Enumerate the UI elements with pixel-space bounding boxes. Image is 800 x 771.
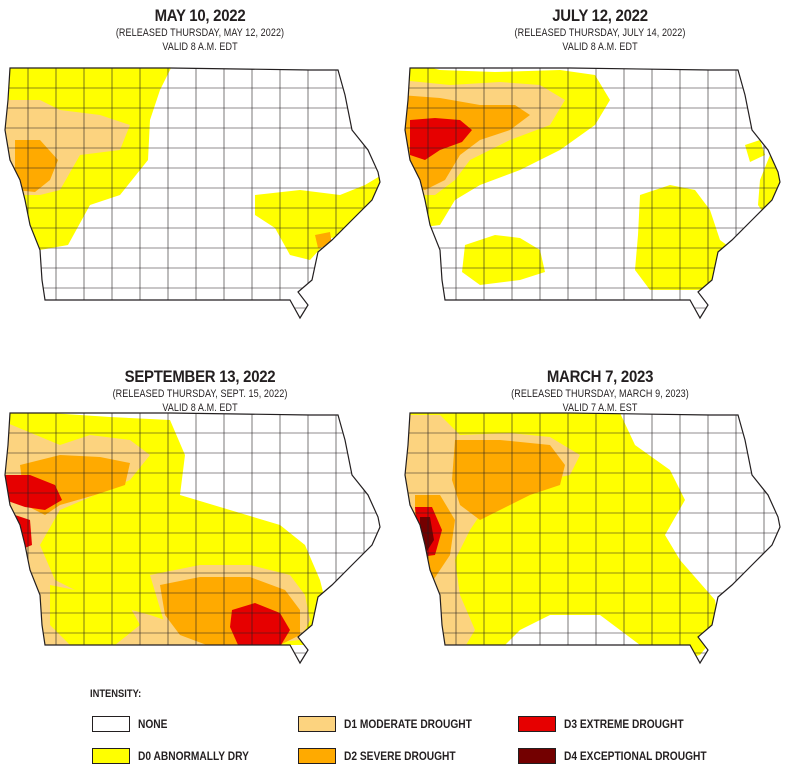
d2-area	[452, 440, 565, 520]
d0-area	[462, 235, 545, 285]
legend-title: INTENSITY:	[90, 688, 142, 700]
iowa-drought-map	[404, 412, 781, 665]
panel-title: MAY 10, 2022	[154, 6, 246, 25]
legend-label: D0 ABNORMALLY DRY	[138, 749, 249, 763]
d3-area	[230, 603, 290, 657]
panel-released: (RELEASED THURSDAY, MAY 12, 2022)	[115, 27, 285, 39]
legend-swatch	[298, 716, 336, 732]
legend-swatch	[298, 748, 336, 764]
legend-label: D4 EXCEPTIONAL DROUGHT	[564, 749, 707, 763]
legend-label: D1 MODERATE DROUGHT	[344, 717, 472, 731]
panel-valid: VALID 8 A.M. EDT	[162, 41, 238, 53]
legend-label: D3 EXTREME DROUGHT	[564, 717, 684, 731]
panel-released: (RELEASED THURSDAY, SEPT. 15, 2022)	[112, 388, 288, 400]
legend-label: D2 SEVERE DROUGHT	[344, 749, 456, 763]
legend-label: NONE	[138, 717, 168, 731]
map-panel-may-2022: MAY 10, 2022 (RELEASED THURSDAY, MAY 12,…	[0, 0, 400, 345]
panel-title: SEPTEMBER 13, 2022	[124, 367, 276, 386]
county-lines	[405, 413, 780, 663]
d0-area	[50, 585, 140, 645]
panel-valid: VALID 7 A.M. EST	[562, 402, 638, 414]
legend-swatch	[92, 748, 130, 764]
panel-header: MARCH 7, 2023 (RELEASED THURSDAY, MARCH …	[400, 367, 800, 415]
d3-area	[5, 475, 62, 510]
panel-header: JULY 12, 2022 (RELEASED THURSDAY, JULY 1…	[400, 6, 800, 54]
iowa-drought-map	[404, 67, 781, 320]
d1-area	[715, 282, 728, 290]
panel-header: MAY 10, 2022 (RELEASED THURSDAY, MAY 12,…	[0, 6, 400, 54]
d2-area	[15, 140, 58, 192]
d0-area	[255, 170, 380, 260]
map-panel-sept-2022: SEPTEMBER 13, 2022 (RELEASED THURSDAY, S…	[0, 345, 400, 690]
d0-area	[635, 185, 740, 290]
panel-title: JULY 12, 2022	[552, 6, 648, 25]
panel-valid: VALID 8 A.M. EDT	[562, 41, 638, 53]
d0-area	[745, 140, 765, 162]
iowa-drought-map	[4, 67, 381, 320]
legend-swatch	[518, 748, 556, 764]
panel-title: MARCH 7, 2023	[546, 367, 654, 386]
panel-released: (RELEASED THURSDAY, MARCH 9, 2023)	[511, 388, 689, 400]
panel-released: (RELEASED THURSDAY, JULY 14, 2022)	[514, 27, 686, 39]
map-panel-july-2022: JULY 12, 2022 (RELEASED THURSDAY, JULY 1…	[400, 0, 800, 345]
map-panel-march-2023: MARCH 7, 2023 (RELEASED THURSDAY, MARCH …	[400, 345, 800, 690]
county-lines	[5, 68, 380, 318]
panel-valid: VALID 8 A.M. EDT	[162, 402, 238, 414]
panel-header: SEPTEMBER 13, 2022 (RELEASED THURSDAY, S…	[0, 367, 400, 415]
d3-area	[410, 118, 472, 160]
intensity-legend: INTENSITY: NONE D0 ABNORMALLY DRY D1 MOD…	[90, 688, 790, 768]
iowa-drought-map	[4, 412, 381, 665]
legend-swatch	[92, 716, 130, 732]
legend-swatch	[518, 716, 556, 732]
